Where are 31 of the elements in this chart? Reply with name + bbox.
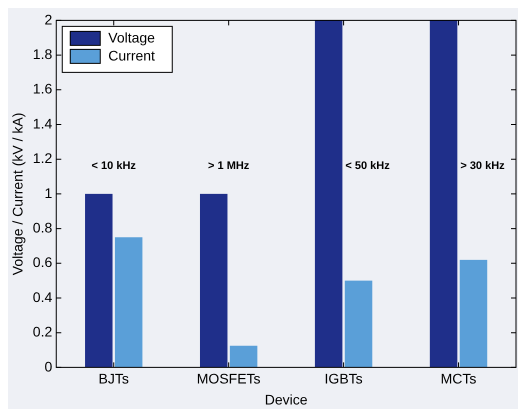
y-tick-label: 1.4 xyxy=(32,115,52,132)
y-tick-label: 0.2 xyxy=(32,324,52,340)
y-tick-label: 1.8 xyxy=(32,46,52,62)
x-axis-title: Device xyxy=(264,391,308,408)
annotation: > 1 MHz xyxy=(208,160,250,172)
bar xyxy=(430,20,458,368)
bar xyxy=(460,260,488,368)
bar xyxy=(200,194,228,368)
annotation: > 30 kHz xyxy=(460,160,506,172)
y-tick-label: 1 xyxy=(44,184,52,201)
y-tick-label: 1.2 xyxy=(32,150,52,166)
bar xyxy=(114,237,142,368)
y-tick-label: 2 xyxy=(44,11,52,28)
annotation: < 50 kHz xyxy=(345,160,390,172)
y-axis-title: Voltage / Current (kV / kA) xyxy=(9,112,26,276)
y-tick-label: 0 xyxy=(44,358,52,374)
y-tick-label: 0.8 xyxy=(32,219,52,236)
bar xyxy=(85,194,113,368)
annotation: < 10 kHz xyxy=(92,160,136,172)
x-tick-label: MOSFETs xyxy=(196,370,261,387)
y-tick-label: 0.6 xyxy=(32,254,52,270)
bar xyxy=(314,20,342,368)
bar xyxy=(230,346,258,368)
x-tick-label: MCTs xyxy=(440,370,476,387)
x-tick-label: IGBTs xyxy=(324,370,363,387)
legend-label: Voltage xyxy=(108,29,156,46)
x-tick-label: BJTs xyxy=(98,370,129,387)
y-tick-label: 1.6 xyxy=(32,80,52,97)
bar xyxy=(344,280,372,368)
y-tick-label: 0.4 xyxy=(32,288,52,305)
legend-label: Current xyxy=(108,47,156,64)
